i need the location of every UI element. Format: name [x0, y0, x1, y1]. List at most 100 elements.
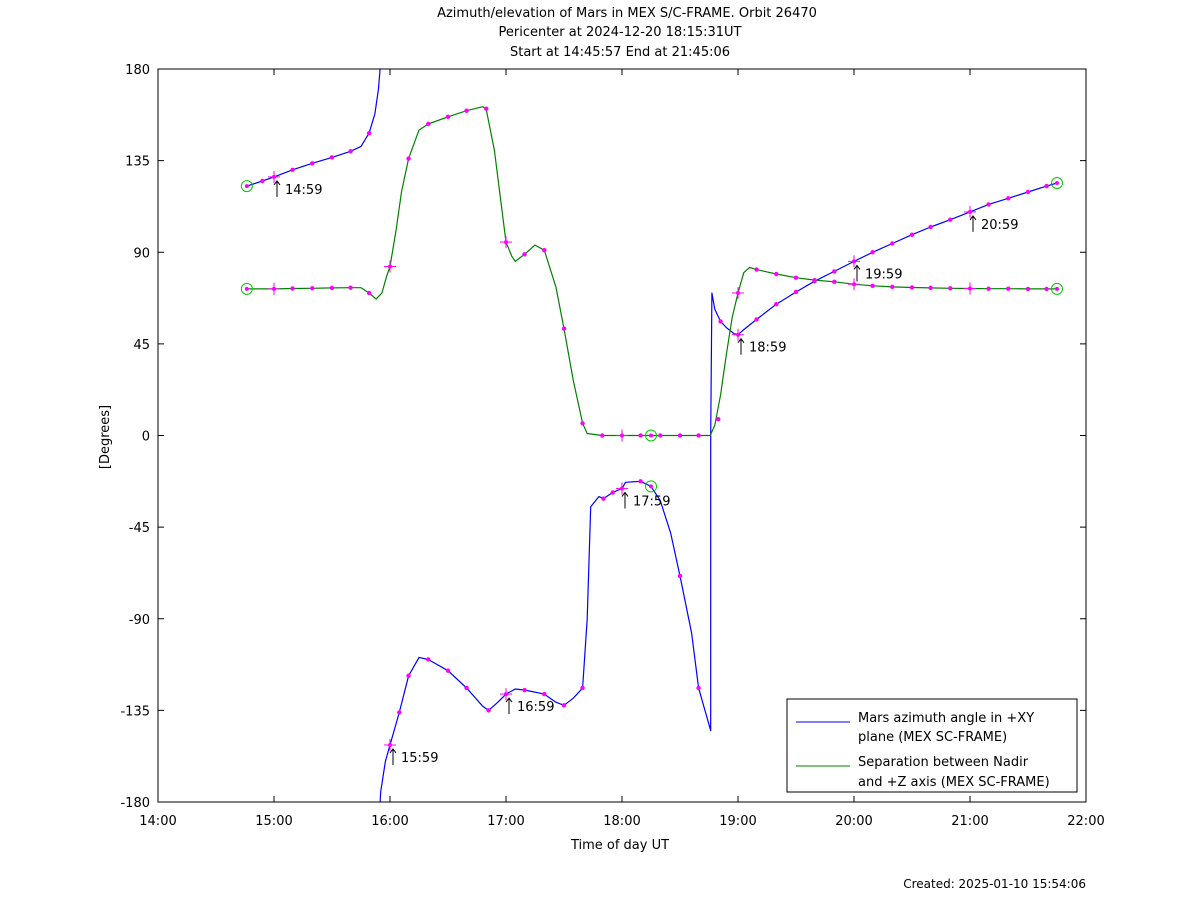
azimuth-hour-cross — [616, 482, 628, 495]
azimuth-sample-marker — [793, 289, 799, 295]
separation-series-line — [246, 106, 1057, 437]
separation-hour-cross — [732, 286, 744, 299]
azimuth-sample-marker — [561, 703, 567, 708]
azimuth-sample-marker — [329, 155, 335, 160]
x-tick-label: 14:00 — [139, 814, 176, 829]
separation-sample-marker — [638, 433, 643, 438]
separation-endpoint-circle — [1051, 282, 1063, 295]
time-annotation: 20:59 — [969, 215, 1018, 233]
azimuth-sample-marker — [1025, 189, 1031, 195]
y-tick-label: -180 — [120, 796, 150, 811]
azimuth-hour-cross — [268, 170, 280, 183]
azimuth-endpoint-circle — [645, 480, 657, 493]
separation-sample-marker — [948, 286, 953, 291]
azimuth-sample-marker — [397, 710, 402, 715]
separation-sample-marker — [793, 275, 799, 280]
azimuth-sample-marker — [310, 161, 315, 166]
y-tick-label: 90 — [133, 246, 150, 261]
time-annotation-label: 14:59 — [285, 183, 322, 198]
separation-sample-marker — [716, 417, 721, 422]
separation-sample-marker — [909, 285, 915, 290]
time-annotation: 16:59 — [505, 697, 554, 715]
azimuth-sample-marker — [754, 317, 759, 322]
separation-hour-cross — [500, 236, 512, 249]
x-tick-label: 15:00 — [255, 814, 292, 829]
time-annotation-label: 18:59 — [749, 341, 786, 356]
separation-sample-marker — [1044, 286, 1049, 292]
azimuth-sample-marker — [890, 241, 895, 246]
y-tick-label: 180 — [125, 63, 150, 78]
time-annotation-label: 17:59 — [633, 494, 670, 509]
azimuth-sample-marker — [426, 657, 431, 662]
separation-sample-marker — [812, 277, 817, 283]
x-axis-ticks: 14:00 15:00 16:00 17:00 18:00 19:00 20:00 21:00… — [139, 69, 1105, 829]
separation-sample-marker — [484, 106, 489, 111]
y-tick-label: 0 — [142, 430, 150, 445]
azimuth-hour-cross — [500, 688, 512, 701]
separation-sample-marker — [1006, 286, 1011, 291]
time-annotation: 17:59 — [621, 491, 670, 509]
separation-endpoint-circle — [240, 282, 253, 295]
azimuth-sample-marker — [290, 167, 295, 172]
azimuth-sample-marker — [1044, 183, 1049, 189]
y-tick-label: -135 — [120, 704, 150, 719]
separation-sample-marker — [870, 283, 875, 289]
separation-sample-marker — [677, 433, 683, 438]
legend-separation-label-1: Separation between Nadir — [858, 755, 1029, 770]
legend-azimuth-label-1: Mars azimuth angle in +XY — [858, 711, 1034, 726]
x-tick-label: 21:00 — [951, 814, 988, 829]
azimuth-sample-marker — [909, 232, 915, 237]
separation-sample-marker — [522, 252, 527, 257]
y-tick-label: -45 — [129, 521, 150, 536]
legend: Mars azimuth angle in +XY plane (MEX SC-… — [786, 698, 1078, 793]
azimuth-hour-cross — [964, 205, 976, 218]
azimuth-sample-marker — [1006, 196, 1011, 201]
separation-sample-marker — [832, 279, 837, 284]
separation-hour-cross — [268, 282, 280, 295]
azimuth-hour-cross — [848, 255, 860, 268]
azimuth-endpoint-circle — [1051, 177, 1063, 190]
separation-sample-marker — [464, 108, 469, 113]
azimuth-sample-marker — [638, 479, 643, 484]
x-tick-label: 16:00 — [371, 814, 408, 829]
separation-sample-marker — [986, 286, 991, 291]
azimuth-sample-marker — [832, 269, 837, 274]
chart-title-line-3: Start at 14:45:57 End at 21:45:06 — [510, 45, 730, 60]
time-annotation-label: 16:59 — [517, 700, 554, 715]
x-tick-label: 18:00 — [603, 814, 640, 829]
separation-sample-marker — [406, 156, 411, 161]
separation-sample-marker — [310, 286, 315, 291]
azimuth-hour-cross — [732, 328, 744, 341]
azimuth-sample-marker — [601, 496, 606, 501]
azimuth-sample-marker — [260, 178, 265, 184]
separation-sample-marker — [445, 114, 451, 120]
x-tick-label: 19:00 — [719, 814, 756, 829]
time-annotation: 19:59 — [853, 264, 902, 282]
separation-sample-marker — [366, 290, 372, 296]
separation-sample-marker — [928, 285, 933, 291]
legend-azimuth-label-2: plane (MEX SC-FRAME) — [858, 730, 1007, 745]
separation-hour-cross — [384, 260, 396, 273]
separation-hour-cross — [616, 429, 628, 442]
separation-sample-marker — [561, 326, 567, 331]
separation-sample-marker — [658, 433, 663, 438]
azimuth-sample-marker — [718, 319, 723, 324]
chart-title-line-1: Azimuth/elevation of Mars in MEX S/C-FRA… — [437, 6, 817, 21]
azimuth-sample-marker — [464, 685, 469, 691]
x-tick-label: 20:00 — [835, 814, 872, 829]
separation-sample-marker — [600, 433, 605, 438]
azimuth-sample-marker — [774, 301, 779, 307]
separation-hour-cross — [964, 282, 976, 295]
azimuth-sample-marker — [445, 668, 451, 673]
time-annotation-label: 20:59 — [981, 218, 1018, 233]
created-timestamp: Created: 2025-01-10 15:54:06 — [903, 877, 1086, 891]
separation-sample-marker — [580, 421, 585, 426]
separation-sample-marker — [774, 271, 779, 277]
y-axis-label: [Degrees] — [98, 405, 113, 469]
time-annotation-label: 15:59 — [401, 751, 438, 766]
separation-sample-marker — [426, 121, 431, 127]
plot-area: 14:59 15:59 16:59 17:59 18:59 19:59 20:59 — [240, 68, 1063, 803]
separation-hour-cross — [848, 278, 860, 291]
x-tick-label: 17:00 — [487, 814, 524, 829]
